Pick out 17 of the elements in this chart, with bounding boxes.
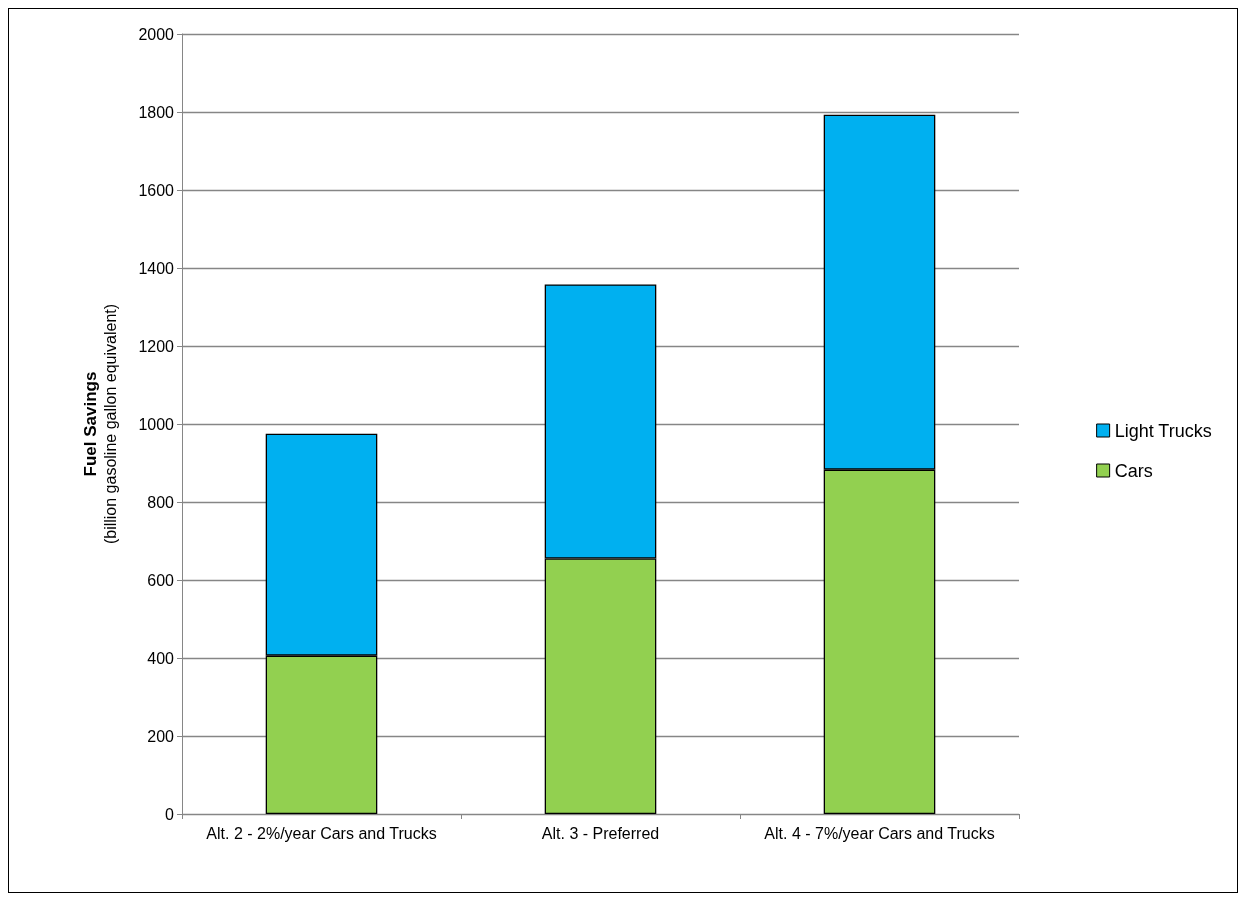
- y-tick-label: 1000: [138, 415, 175, 433]
- y-tick-label: 2000: [138, 25, 175, 43]
- y-tick-label: 1800: [138, 103, 175, 121]
- y-tick-label: 1600: [138, 181, 175, 199]
- y-tick-label: 800: [147, 493, 175, 511]
- y-tick-label: 600: [147, 571, 175, 589]
- y-tick-label: 200: [147, 727, 175, 745]
- y-tick-label: 400: [147, 649, 175, 667]
- y-tick-label: 1200: [138, 337, 175, 355]
- x-tick-label: Alt. 2 - 2%/year Cars and Trucks: [206, 824, 437, 842]
- y-axis-title: Fuel Savings (billion gasoline gallon equivalent): [80, 303, 119, 545]
- legend-label: Light Trucks: [1114, 420, 1212, 441]
- y-tick-label: 0: [165, 805, 175, 823]
- x-tick-label: Alt. 4 - 7%/year Cars and Trucks: [764, 824, 995, 842]
- y-tick-label: 1400: [138, 259, 175, 277]
- legend-label: Cars: [1114, 460, 1153, 481]
- x-tick-label: Alt. 3 - Preferred: [541, 824, 660, 842]
